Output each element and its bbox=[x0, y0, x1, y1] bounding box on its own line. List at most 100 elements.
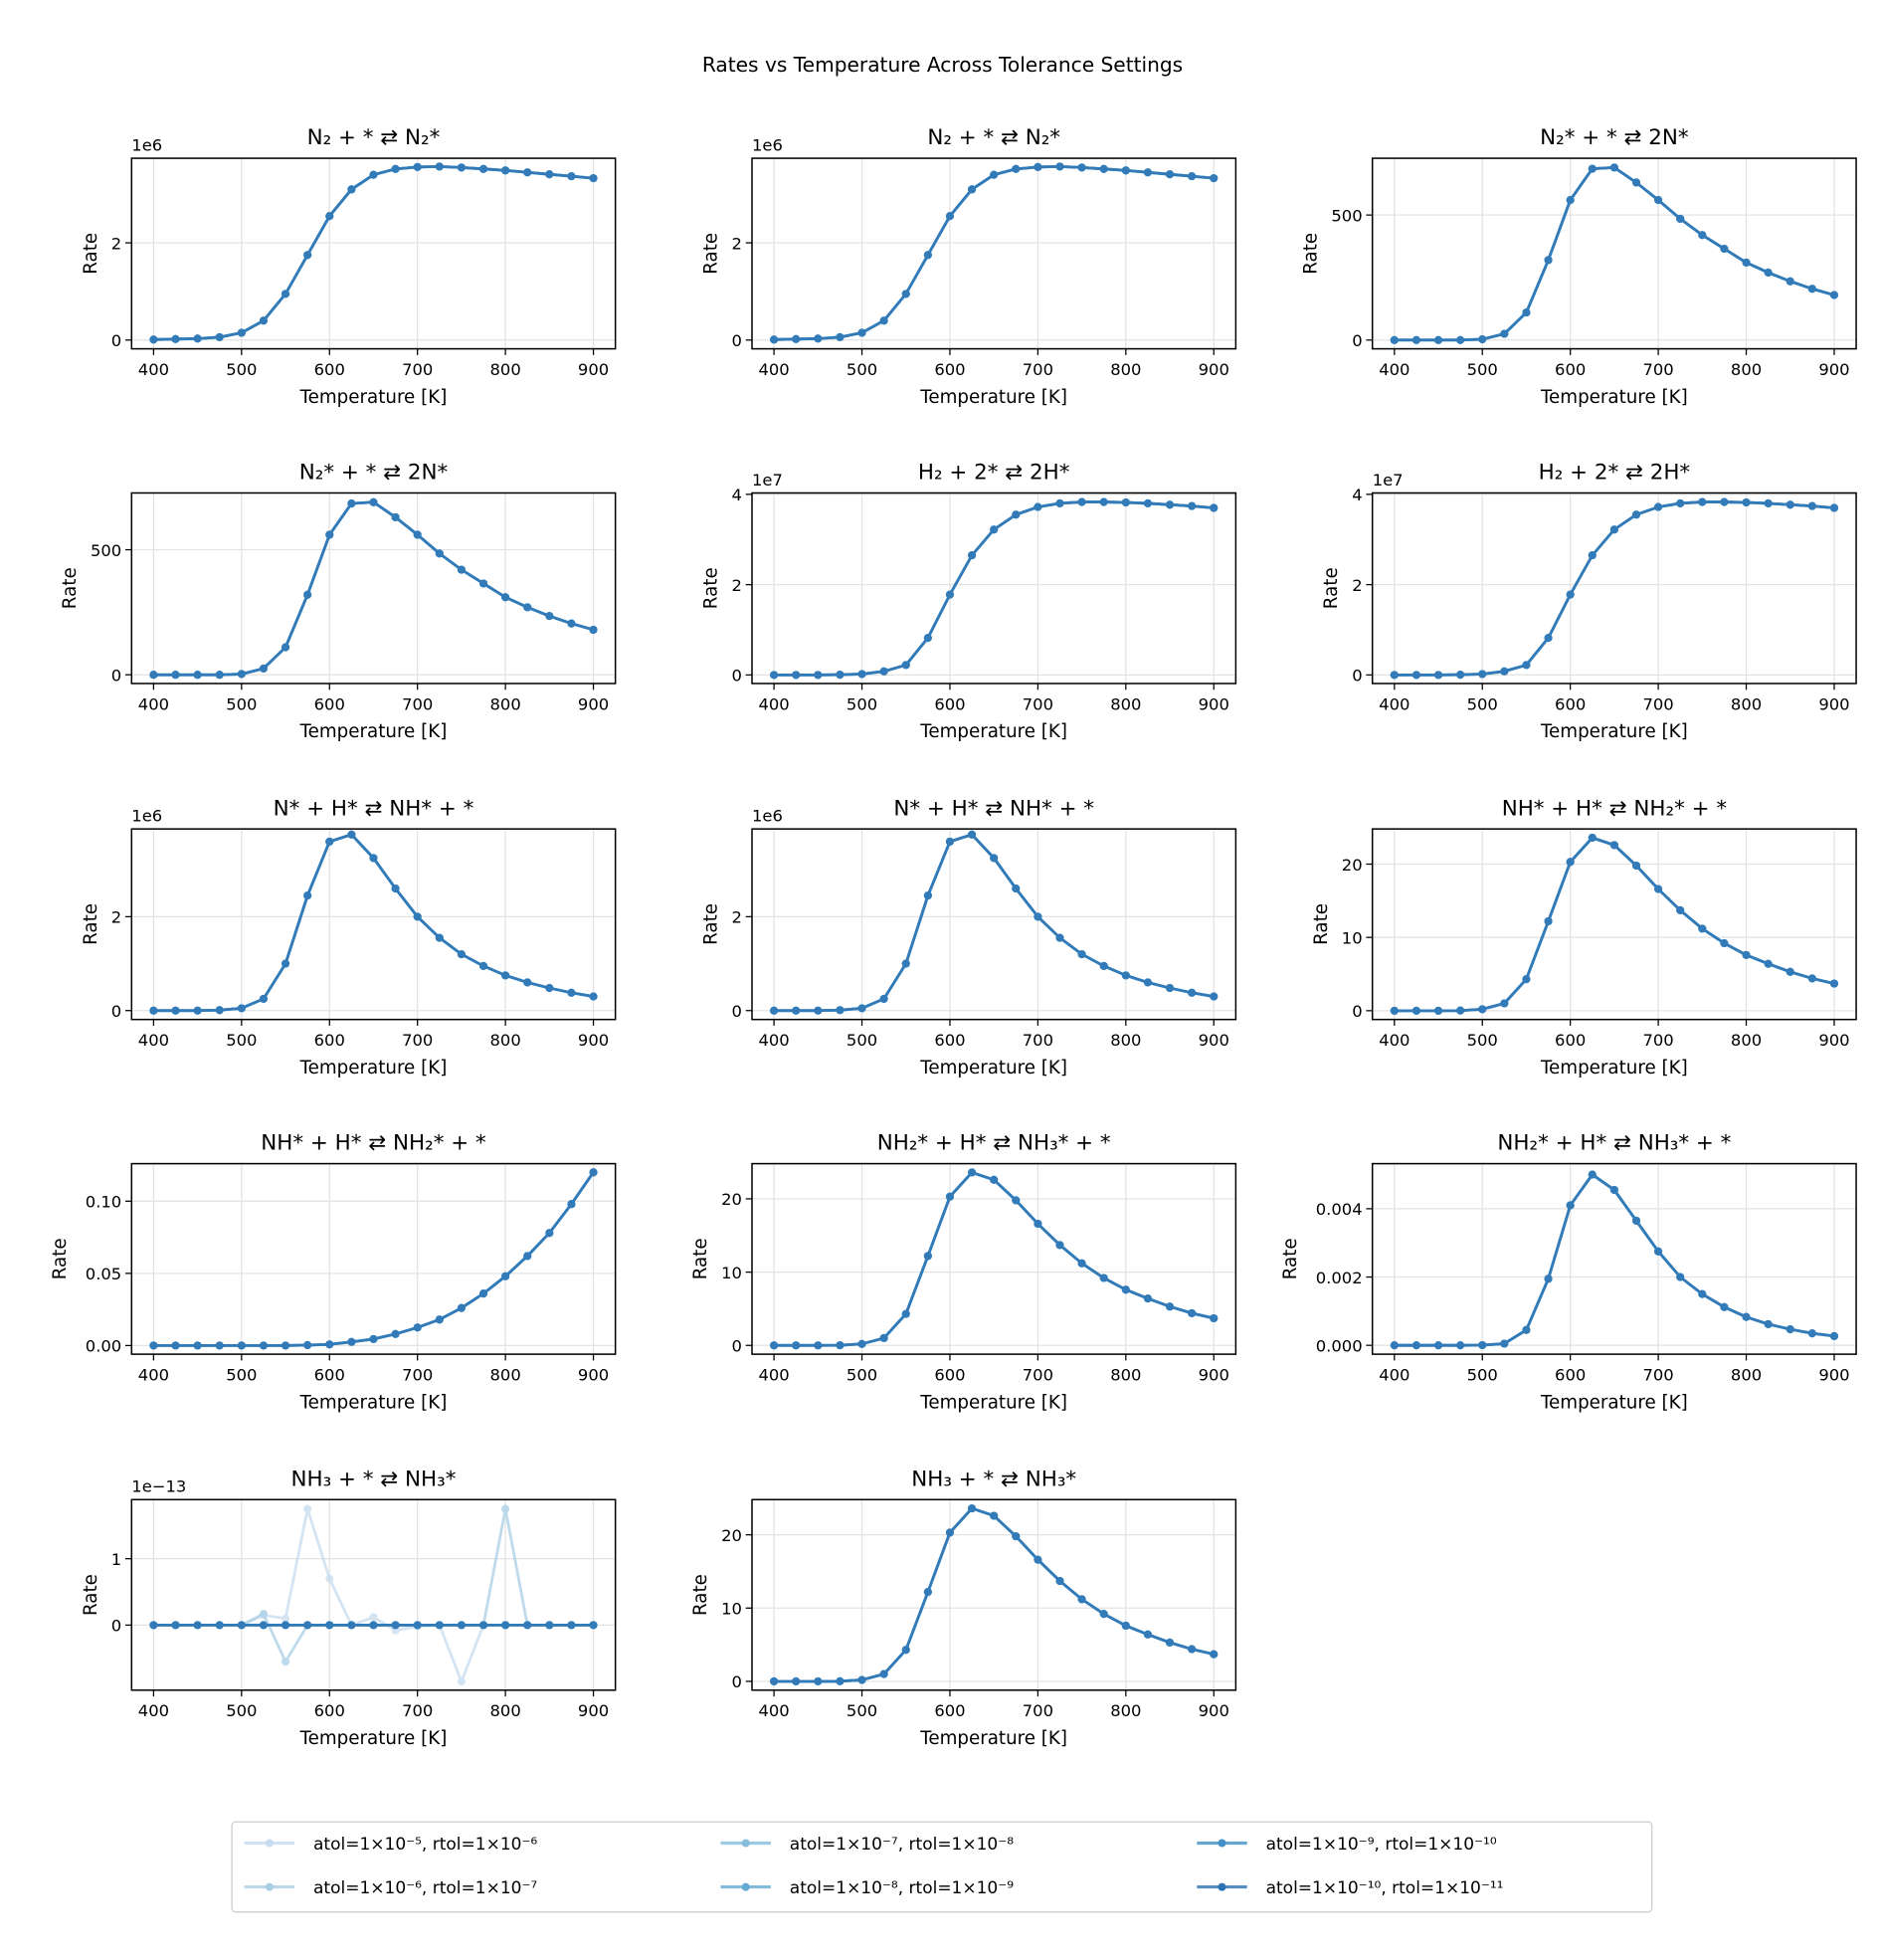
x-tick-label: 900 bbox=[578, 1701, 609, 1720]
data-point bbox=[1166, 1302, 1175, 1311]
series-6 bbox=[770, 497, 1219, 680]
data-point bbox=[1786, 1325, 1794, 1334]
data-point bbox=[770, 1676, 779, 1685]
data-point bbox=[501, 1504, 510, 1513]
data-point bbox=[1742, 1312, 1751, 1321]
y-tick-label: 2 bbox=[1352, 576, 1362, 595]
data-point bbox=[501, 593, 510, 602]
figure-title: Rates vs Temperature Across Tolerance Se… bbox=[702, 53, 1183, 77]
data-point bbox=[149, 1621, 158, 1630]
data-point bbox=[523, 978, 532, 987]
data-point bbox=[259, 316, 268, 325]
x-tick-label: 800 bbox=[490, 1366, 521, 1385]
x-tick-label: 900 bbox=[1818, 1366, 1849, 1385]
offset-label: 1e6 bbox=[131, 807, 162, 826]
data-point bbox=[836, 1676, 845, 1685]
data-point bbox=[303, 1504, 312, 1513]
data-point bbox=[237, 1621, 246, 1630]
data-point bbox=[1654, 196, 1663, 205]
data-point bbox=[1166, 170, 1175, 179]
y-tick-label: 1 bbox=[111, 1550, 121, 1569]
data-point bbox=[879, 1333, 888, 1342]
data-point bbox=[990, 1175, 999, 1184]
data-point bbox=[1698, 231, 1707, 240]
data-point bbox=[1764, 1319, 1773, 1328]
subplot-9: 400 500 600 700 800 900 0 10 20 Temperature [K] Ra… bbox=[1311, 796, 1857, 1078]
y-tick-label: 20 bbox=[721, 1190, 742, 1209]
x-tick-label: 900 bbox=[578, 360, 609, 379]
y-axis-label: Rate bbox=[1311, 903, 1332, 945]
y-tick-label: 0.004 bbox=[1316, 1200, 1363, 1219]
x-axis-label: Temperature [K] bbox=[299, 721, 448, 742]
data-point bbox=[1742, 497, 1751, 507]
data-point bbox=[1055, 1577, 1064, 1586]
data-point bbox=[589, 625, 598, 635]
x-axis-label: Temperature [K] bbox=[299, 1058, 448, 1078]
data-point bbox=[1544, 256, 1553, 265]
data-point bbox=[1720, 939, 1729, 948]
data-point bbox=[215, 1621, 224, 1630]
data-point bbox=[1188, 1308, 1197, 1317]
data-point bbox=[435, 933, 444, 942]
series-6 bbox=[149, 1168, 598, 1350]
x-tick-label: 600 bbox=[934, 1701, 965, 1720]
data-point bbox=[215, 1341, 224, 1350]
data-point bbox=[1390, 1341, 1399, 1350]
data-point bbox=[1829, 979, 1838, 988]
legend-entry: atol=1×10⁻⁵, rtol=1×10⁻⁶ bbox=[244, 1835, 537, 1855]
data-point bbox=[259, 1621, 268, 1630]
x-tick-label: 800 bbox=[1731, 360, 1762, 379]
data-point bbox=[413, 1323, 422, 1332]
x-tick-label: 500 bbox=[1467, 360, 1498, 379]
data-point bbox=[193, 1006, 202, 1015]
y-axis-label: Rate bbox=[700, 233, 721, 275]
x-tick-label: 400 bbox=[758, 694, 789, 713]
data-point bbox=[457, 950, 466, 959]
y-tick-label: 10 bbox=[721, 1600, 742, 1619]
y-tick-label: 0.002 bbox=[1316, 1269, 1363, 1287]
y-tick-label: 0.05 bbox=[86, 1265, 121, 1283]
data-point bbox=[1631, 1216, 1641, 1225]
axes-frame bbox=[130, 1162, 617, 1355]
data-point bbox=[1055, 933, 1064, 942]
data-point bbox=[1609, 841, 1618, 850]
data-point bbox=[1055, 1241, 1064, 1250]
series-6 bbox=[1390, 497, 1838, 680]
data-point bbox=[879, 994, 888, 1003]
data-point bbox=[282, 1658, 290, 1666]
data-point bbox=[501, 166, 510, 175]
x-tick-label: 700 bbox=[1023, 1701, 1053, 1720]
data-point bbox=[1166, 500, 1175, 509]
data-point bbox=[237, 1341, 246, 1350]
data-point bbox=[435, 162, 444, 171]
data-point bbox=[1034, 162, 1042, 171]
offset-label: 1e−13 bbox=[131, 1477, 186, 1496]
data-point bbox=[1210, 174, 1219, 183]
data-point bbox=[1720, 245, 1729, 254]
data-point bbox=[968, 185, 977, 194]
data-point bbox=[1631, 510, 1641, 519]
data-point bbox=[1121, 1621, 1130, 1630]
x-tick-label: 700 bbox=[1023, 360, 1053, 379]
y-axis-label: Rate bbox=[81, 903, 101, 945]
data-point bbox=[457, 1677, 466, 1686]
x-tick-label: 400 bbox=[138, 360, 169, 379]
data-point bbox=[1522, 975, 1531, 984]
data-point bbox=[369, 1621, 378, 1630]
data-point bbox=[1720, 497, 1729, 506]
data-point bbox=[1390, 1006, 1399, 1015]
data-point bbox=[1077, 950, 1086, 959]
data-point bbox=[589, 174, 598, 183]
x-tick-label: 400 bbox=[758, 1701, 789, 1720]
data-point bbox=[1099, 1274, 1108, 1282]
data-point bbox=[413, 1621, 422, 1630]
data-point bbox=[1411, 671, 1420, 680]
data-point bbox=[1566, 196, 1575, 205]
data-point bbox=[1478, 335, 1487, 344]
x-tick-label: 700 bbox=[1642, 1366, 1673, 1385]
data-point bbox=[149, 671, 158, 680]
data-point bbox=[193, 334, 202, 343]
x-tick-label: 700 bbox=[1642, 360, 1673, 379]
x-axis-label: Temperature [K] bbox=[299, 1728, 448, 1749]
offset-label: 1e7 bbox=[1373, 471, 1404, 490]
